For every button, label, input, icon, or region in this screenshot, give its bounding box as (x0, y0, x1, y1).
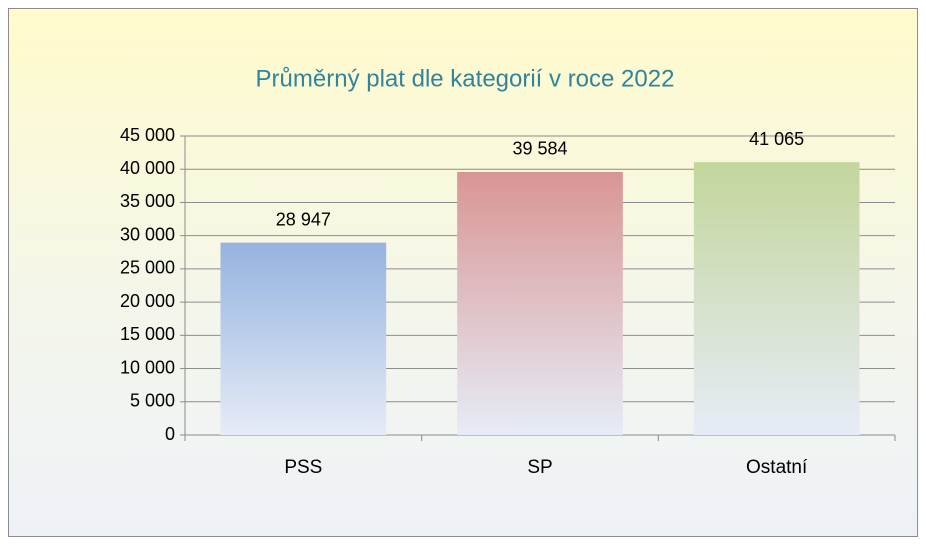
y-tick-label: 15 000 (120, 324, 175, 344)
value-label: 41 065 (749, 129, 804, 149)
bar (457, 171, 623, 435)
x-tick-label: Ostatní (746, 457, 808, 478)
bar (693, 162, 860, 436)
y-tick-label: 35 000 (120, 191, 175, 211)
y-tick-label: 40 000 (120, 158, 175, 178)
y-tick-label: 20 000 (120, 291, 175, 311)
y-tick-label: 30 000 (120, 224, 175, 244)
bar (220, 242, 387, 435)
value-label: 28 947 (276, 209, 331, 229)
y-tick-label: 10 000 (120, 357, 175, 377)
y-tick-label: 0 (165, 424, 175, 444)
y-tick-label: 25 000 (120, 258, 175, 278)
y-tick-label: 5 000 (130, 391, 175, 411)
chart-title: Průměrný plat dle kategorií v roce 2022 (256, 65, 675, 92)
x-tick-label: SP (527, 457, 552, 478)
y-tick-label: 45 000 (120, 125, 175, 145)
x-tick-label: PSS (284, 457, 322, 478)
value-label: 39 584 (512, 139, 567, 159)
